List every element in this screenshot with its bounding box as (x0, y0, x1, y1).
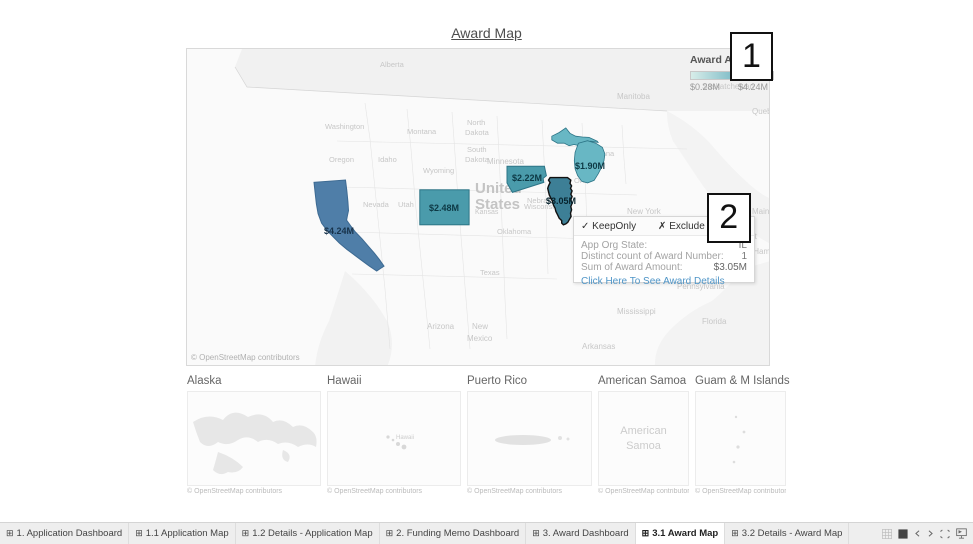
svg-text:Utah: Utah (398, 200, 414, 209)
svg-text:$3.05M: $3.05M (546, 196, 576, 206)
svg-text:South: South (467, 145, 487, 154)
svg-text:Dakota: Dakota (465, 155, 490, 164)
svg-text:Oregon: Oregon (329, 155, 354, 164)
svg-text:Idaho: Idaho (378, 155, 397, 164)
svg-text:North: North (467, 118, 485, 127)
svg-text:Manitoba: Manitoba (617, 92, 650, 101)
svg-text:Arkansas: Arkansas (582, 342, 615, 351)
svg-text:Wyoming: Wyoming (423, 166, 454, 175)
svg-text:Mississippi: Mississippi (617, 307, 656, 316)
svg-text:Hawaii: Hawaii (396, 435, 414, 441)
svg-text:$2.48M: $2.48M (429, 203, 459, 213)
svg-text:Mexico: Mexico (467, 334, 493, 343)
svg-text:New York: New York (627, 207, 662, 216)
svg-text:$2.22M: $2.22M (512, 173, 542, 183)
svg-text:New: New (472, 322, 488, 331)
svg-text:Maine: Maine (752, 207, 770, 216)
svg-text:Florida: Florida (702, 317, 727, 326)
svg-text:Oklahoma: Oklahoma (497, 227, 532, 236)
svg-text:Nevada: Nevada (363, 200, 390, 209)
svg-text:Montana: Montana (407, 127, 437, 136)
svg-text:$4.24M: $4.24M (324, 226, 354, 236)
svg-text:Minnesota: Minnesota (487, 157, 524, 166)
svg-text:Quebec: Quebec (752, 107, 770, 116)
svg-text:Arizona: Arizona (427, 322, 455, 331)
svg-text:Texas: Texas (480, 268, 500, 277)
svg-text:$1.90M: $1.90M (575, 161, 605, 171)
svg-text:Washington: Washington (325, 122, 364, 131)
svg-text:Dakota: Dakota (465, 128, 490, 137)
svg-text:States: States (475, 196, 520, 213)
svg-text:Alberta: Alberta (380, 60, 405, 69)
